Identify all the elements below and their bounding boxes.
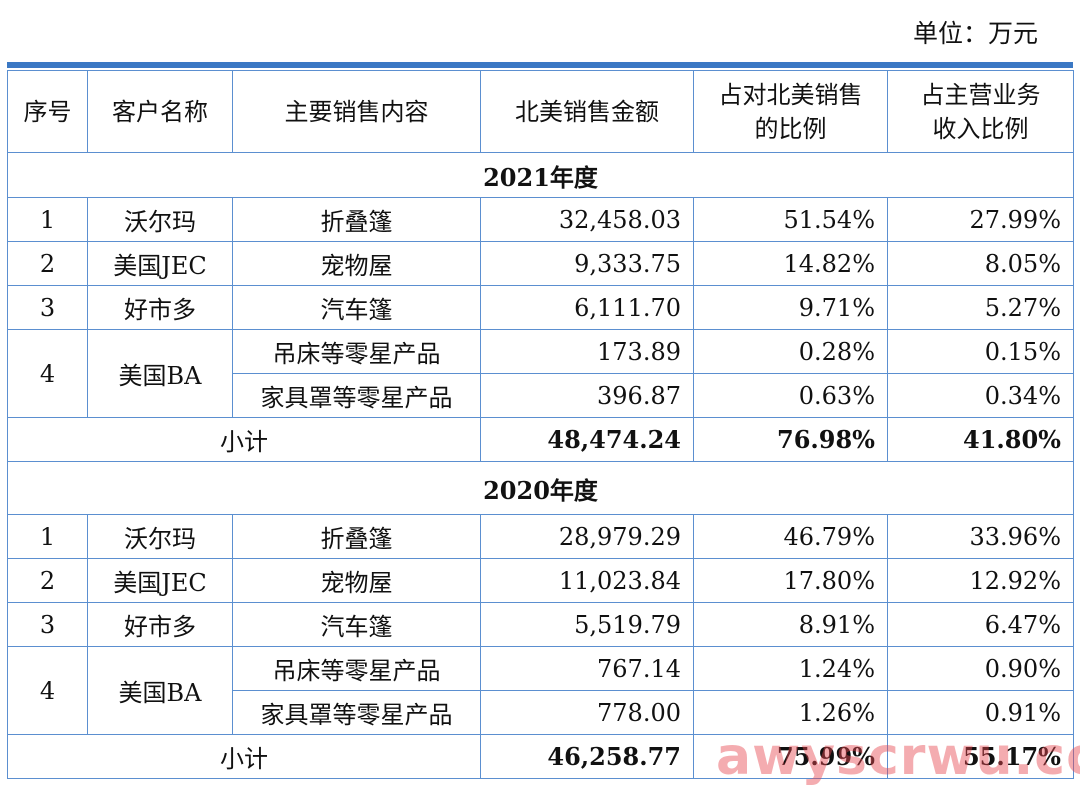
header-amount: 北美销售金额 — [480, 70, 694, 153]
cell-amount: 767.14 — [480, 646, 694, 691]
cell-amount: 778.00 — [480, 690, 694, 735]
cell-content: 折叠篷 — [232, 197, 481, 242]
subtotal-main-ratio: 41.80% — [887, 417, 1074, 462]
cell-customer: 好市多 — [87, 285, 233, 330]
cell-customer: 沃尔玛 — [87, 514, 233, 559]
subtotal-na-ratio: 75.99% — [693, 734, 888, 779]
cell-amount: 173.89 — [480, 329, 694, 374]
header-row: 序号 客户名称 主要销售内容 北美销售金额 占对北美销售 的比例 占主营业务 收… — [7, 70, 1074, 153]
cell-customer: 美国BA — [87, 329, 233, 418]
table-row: 3 好市多 汽车篷 6,111.70 9.71% 5.27% — [7, 285, 1074, 330]
cell-main-ratio: 0.91% — [887, 690, 1074, 735]
cell-main-ratio: 8.05% — [887, 241, 1074, 286]
subtotal-amount: 46,258.77 — [480, 734, 694, 779]
table-row: 1 沃尔玛 折叠篷 28,979.29 46.79% 33.96% — [7, 514, 1074, 559]
cell-content: 吊床等零星产品 — [232, 646, 481, 691]
cell-amount: 5,519.79 — [480, 602, 694, 647]
subtotal-row: 小计 46,258.77 75.99% 55.17% — [7, 734, 1074, 779]
section-title: 2020年度 — [7, 461, 1074, 515]
section-title: 2021年度 — [7, 152, 1074, 198]
watermark: awyscrwu.com — [716, 727, 1080, 787]
subtotal-label: 小计 — [7, 417, 481, 462]
table-row: 3 好市多 汽车篷 5,519.79 8.91% 6.47% — [7, 602, 1074, 647]
section-row-2021: 2021年度 — [7, 152, 1074, 198]
subtotal-row: 小计 48,474.24 76.98% 41.80% — [7, 417, 1074, 462]
cell-amount: 6,111.70 — [480, 285, 694, 330]
cell-na-ratio: 1.24% — [693, 646, 888, 691]
cell-content: 汽车篷 — [232, 602, 481, 647]
cell-content: 宠物屋 — [232, 241, 481, 286]
header-na-ratio: 占对北美销售 的比例 — [693, 70, 888, 153]
subtotal-amount: 48,474.24 — [480, 417, 694, 462]
subtotal-label: 小计 — [7, 734, 481, 779]
table-row: 2 美国JEC 宠物屋 11,023.84 17.80% 12.92% — [7, 558, 1074, 603]
cell-content: 折叠篷 — [232, 514, 481, 559]
cell-no: 3 — [7, 602, 88, 647]
cell-customer: 美国BA — [87, 646, 233, 735]
cell-amount: 396.87 — [480, 373, 694, 418]
cell-no: 1 — [7, 514, 88, 559]
table-row: 4 美国BA 吊床等零星产品 767.14 1.24% 0.90% — [7, 646, 1074, 735]
cell-no: 2 — [7, 558, 88, 603]
cell-no: 1 — [7, 197, 88, 242]
table-top-rule — [7, 62, 1073, 68]
cell-main-ratio: 0.90% — [887, 646, 1074, 691]
header-content: 主要销售内容 — [232, 70, 481, 153]
header-no: 序号 — [7, 70, 88, 153]
cell-no: 4 — [7, 646, 88, 735]
cell-na-ratio: 46.79% — [693, 514, 888, 559]
cell-na-ratio: 8.91% — [693, 602, 888, 647]
cell-main-ratio: 33.96% — [887, 514, 1074, 559]
table-row: 4 美国BA 吊床等零星产品 173.89 0.28% 0.15% — [7, 329, 1074, 418]
subtotal-main-ratio: 55.17% — [887, 734, 1074, 779]
cell-no: 2 — [7, 241, 88, 286]
unit-label: 单位：万元 — [912, 19, 1038, 48]
cell-content: 家具罩等零星产品 — [232, 690, 481, 735]
cell-customer: 好市多 — [87, 602, 233, 647]
cell-na-ratio: 0.63% — [693, 373, 888, 418]
header-main-ratio: 占主营业务 收入比例 — [887, 70, 1074, 153]
cell-no: 3 — [7, 285, 88, 330]
cell-customer: 美国JEC — [87, 241, 233, 286]
subtotal-na-ratio: 76.98% — [693, 417, 888, 462]
cell-content: 汽车篷 — [232, 285, 481, 330]
cell-na-ratio: 51.54% — [693, 197, 888, 242]
section-row-2020: 2020年度 — [7, 461, 1074, 515]
cell-customer: 沃尔玛 — [87, 197, 233, 242]
cell-main-ratio: 27.99% — [887, 197, 1074, 242]
customer-sales-table: 序号 客户名称 主要销售内容 北美销售金额 占对北美销售 的比例 占主营业务 收… — [7, 70, 1074, 779]
cell-content: 家具罩等零星产品 — [232, 373, 481, 418]
cell-main-ratio: 0.34% — [887, 373, 1074, 418]
cell-na-ratio: 14.82% — [693, 241, 888, 286]
cell-amount: 11,023.84 — [480, 558, 694, 603]
cell-amount: 32,458.03 — [480, 197, 694, 242]
cell-main-ratio: 6.47% — [887, 602, 1074, 647]
cell-main-ratio: 0.15% — [887, 329, 1074, 374]
header-customer: 客户名称 — [87, 70, 233, 153]
cell-na-ratio: 9.71% — [693, 285, 888, 330]
cell-content: 吊床等零星产品 — [232, 329, 481, 374]
cell-content: 宠物屋 — [232, 558, 481, 603]
cell-amount: 9,333.75 — [480, 241, 694, 286]
cell-no: 4 — [7, 329, 88, 418]
table-row: 1 沃尔玛 折叠篷 32,458.03 51.54% 27.99% — [7, 197, 1074, 242]
cell-na-ratio: 17.80% — [693, 558, 888, 603]
cell-main-ratio: 12.92% — [887, 558, 1074, 603]
cell-customer: 美国JEC — [87, 558, 233, 603]
cell-main-ratio: 5.27% — [887, 285, 1074, 330]
cell-amount: 28,979.29 — [480, 514, 694, 559]
cell-na-ratio: 0.28% — [693, 329, 888, 374]
table-row: 2 美国JEC 宠物屋 9,333.75 14.82% 8.05% — [7, 241, 1074, 286]
